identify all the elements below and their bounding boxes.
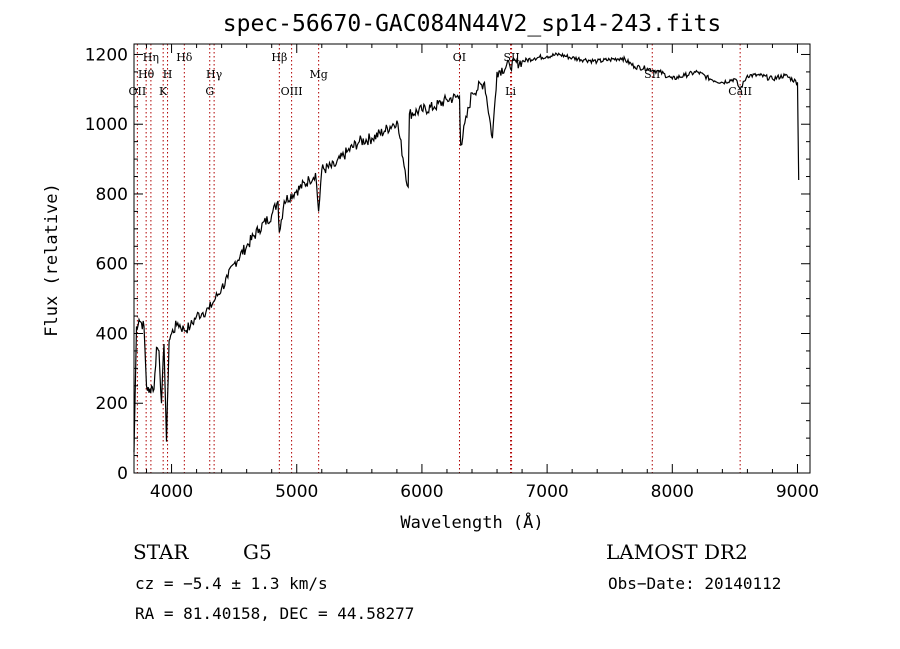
y-tick-label: 600 [96, 255, 128, 275]
plot-frame [133, 43, 811, 474]
line-label-3: H [163, 68, 173, 81]
y-tick-label: 1000 [85, 115, 128, 135]
x-tick-label: 5000 [275, 482, 318, 502]
line-label-6: Hγ [206, 68, 223, 81]
line-label-13: Li [505, 85, 516, 98]
object-class: STAR [133, 540, 189, 564]
y-tick-label: 800 [96, 185, 128, 205]
line-label-5: Hδ [176, 51, 193, 64]
survey-name: LAMOST DR2 [606, 540, 748, 564]
line-label-4: K [159, 85, 168, 98]
y-tick-label: 200 [96, 394, 128, 414]
y-tick-label: 400 [96, 324, 128, 344]
y-axis: 0 200 400 600 800 1000 1200 [85, 45, 810, 484]
object-subclass: G5 [243, 540, 272, 564]
redshift-cz: cz = −5.4 ± 1.3 km/s [135, 574, 328, 593]
spectrum-series-line [133, 52, 800, 453]
x-tick-label: 7000 [525, 482, 568, 502]
y-axis-label: Flux (relative) [42, 183, 62, 337]
line-label-10: Mg [309, 68, 327, 81]
x-tick-label: 6000 [400, 482, 443, 502]
y-tick-label: 0 [117, 464, 128, 484]
line-label-7: G [205, 85, 214, 98]
observation-date: Obs−Date: 20140112 [608, 574, 782, 593]
line-label-15: CaII [728, 85, 752, 98]
x-axis-label: Wavelength (Å) [400, 511, 543, 533]
line-label-0: OII [129, 85, 147, 98]
line-label-1: Hθ [138, 68, 155, 81]
coordinates-radec: RA = 81.40158, DEC = 44.58277 [135, 604, 415, 623]
line-label-8: Hβ [271, 51, 287, 64]
x-tick-label: 4000 [150, 482, 193, 502]
line-label-9: OIII [281, 85, 303, 98]
line-label-11: OI [453, 51, 466, 64]
chart-title: spec-56670-GAC084N44V2_sp14-243.fits [223, 11, 722, 37]
y-tick-label: 1200 [85, 45, 128, 65]
x-axis: 4000 5000 6000 7000 8000 9000 [146, 44, 819, 502]
line-label-2: Hη [143, 51, 159, 64]
x-tick-label: 9000 [776, 482, 819, 502]
x-tick-label: 8000 [651, 482, 694, 502]
